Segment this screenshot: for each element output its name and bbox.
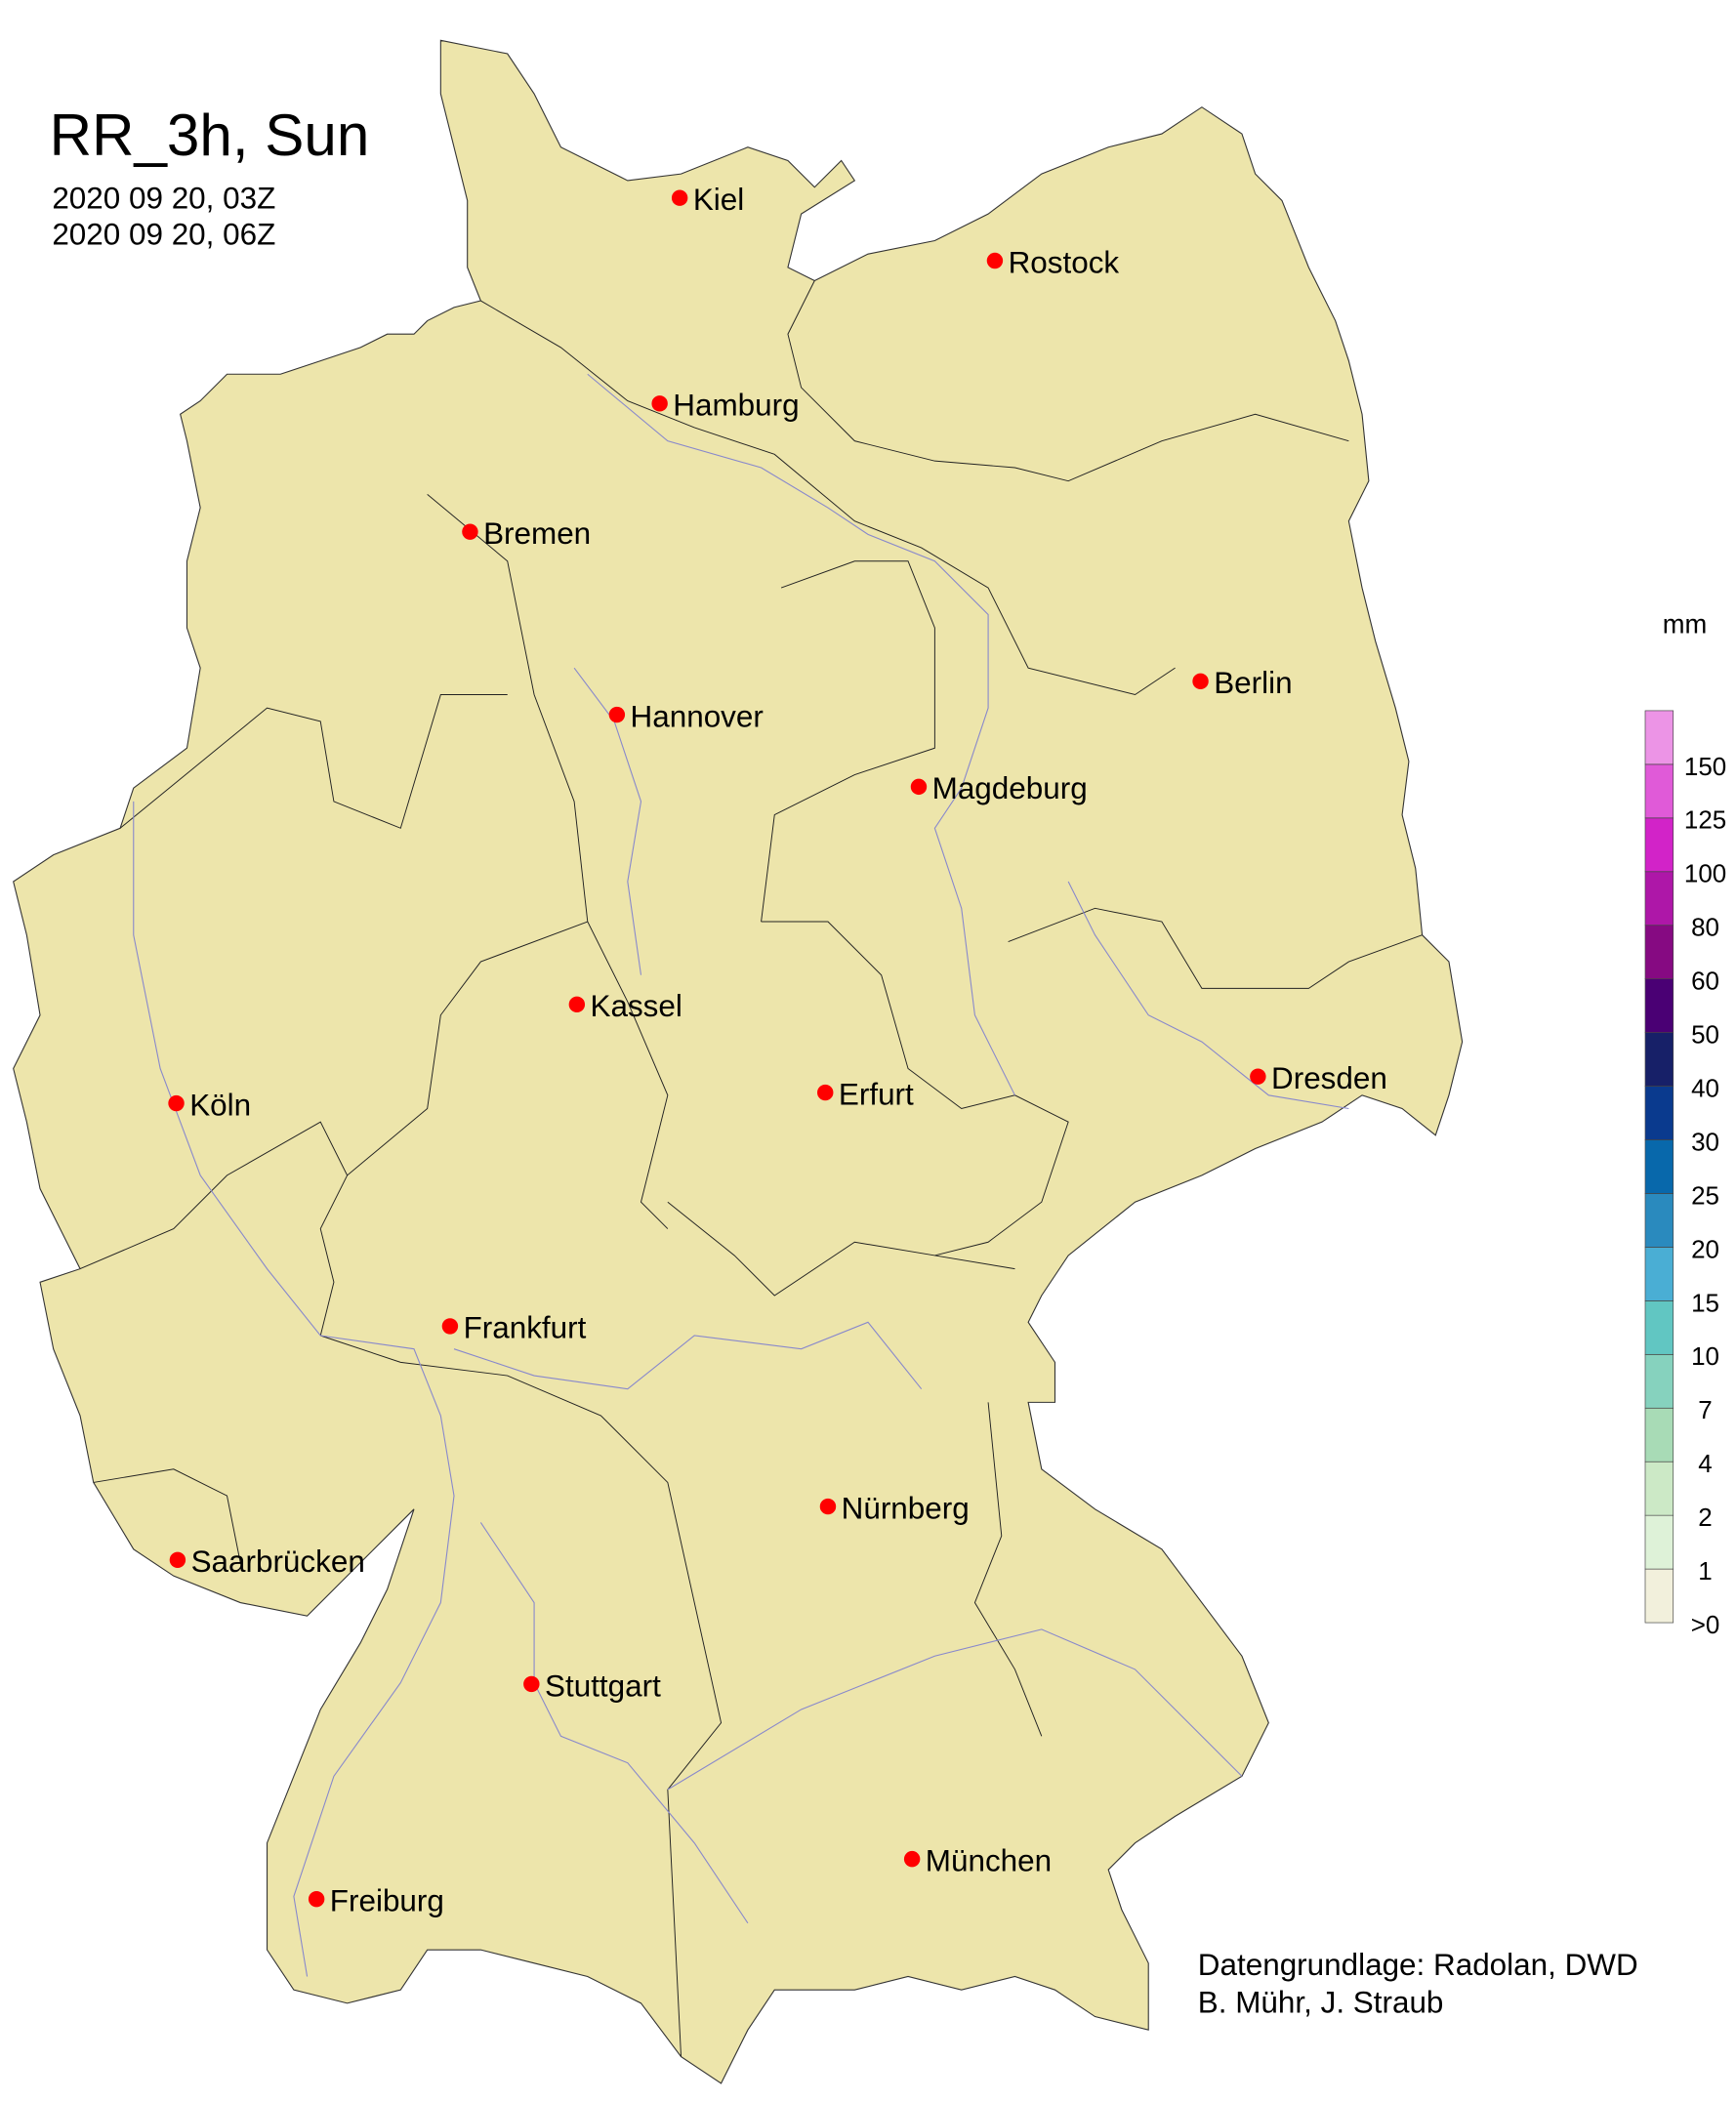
legend-swatch bbox=[1644, 1086, 1674, 1140]
city-label: Berlin bbox=[1214, 666, 1292, 700]
legend-label: 100 bbox=[1684, 859, 1726, 888]
city-label: Saarbrücken bbox=[191, 1545, 365, 1579]
city-label: Stuttgart bbox=[545, 1668, 661, 1703]
legend-swatch bbox=[1644, 1193, 1674, 1248]
city-label: Hamburg bbox=[673, 389, 799, 423]
legend-label: 7 bbox=[1698, 1395, 1712, 1424]
legend-label: 150 bbox=[1684, 752, 1726, 781]
legend-label: 15 bbox=[1691, 1288, 1719, 1317]
city-koeln[interactable]: Köln bbox=[168, 1088, 251, 1122]
time-end: 2020 09 20, 06Z bbox=[52, 218, 275, 252]
legend-unit: mm bbox=[1663, 609, 1708, 639]
legend-swatch bbox=[1644, 1032, 1674, 1087]
germany-land bbox=[13, 39, 1464, 2084]
city-erfurt[interactable]: Erfurt bbox=[817, 1077, 914, 1111]
legend-label: 10 bbox=[1691, 1341, 1719, 1371]
city-kiel[interactable]: Kiel bbox=[671, 183, 744, 217]
credits-line-2: B. Mühr, J. Straub bbox=[1198, 1985, 1444, 2019]
city-label: Hannover bbox=[631, 699, 764, 733]
city-bremen[interactable]: Bremen bbox=[462, 516, 591, 551]
legend-label: 20 bbox=[1691, 1234, 1719, 1263]
legend-colorbar: >0 1 2 4 7 10 15 20 25 30 40 50 60 80 100 125 150 bbox=[1644, 710, 1726, 1639]
city-saarbruecken[interactable]: Saarbrücken bbox=[169, 1545, 365, 1579]
credits-line-1: Datengrundlage: Radolan, DWD bbox=[1198, 1948, 1638, 1982]
legend-swatch bbox=[1644, 871, 1674, 927]
legend-label: 50 bbox=[1691, 1020, 1719, 1050]
legend-swatch bbox=[1644, 710, 1674, 765]
legend-label: 40 bbox=[1691, 1074, 1719, 1103]
city-label: Frankfurt bbox=[464, 1311, 587, 1345]
time-start: 2020 09 20, 03Z bbox=[52, 182, 275, 216]
legend-label: 1 bbox=[1698, 1556, 1712, 1586]
legend-swatch bbox=[1644, 925, 1674, 980]
legend-label: 30 bbox=[1691, 1127, 1719, 1156]
city-rostock[interactable]: Rostock bbox=[986, 245, 1120, 279]
city-label: Köln bbox=[189, 1088, 251, 1122]
city-markers: Kiel Rostock Hamburg Bremen Berlin Hanno… bbox=[168, 183, 1387, 1917]
city-label: Dresden bbox=[1271, 1061, 1387, 1095]
legend-swatch bbox=[1644, 1247, 1674, 1301]
city-frankfurt[interactable]: Frankfurt bbox=[441, 1311, 587, 1345]
legend-label: 60 bbox=[1691, 967, 1719, 996]
legend-label: 25 bbox=[1691, 1180, 1719, 1210]
legend-swatch bbox=[1644, 978, 1674, 1033]
city-freiburg[interactable]: Freiburg bbox=[308, 1883, 444, 1917]
city-hannover[interactable]: Hannover bbox=[608, 699, 764, 733]
legend-swatch bbox=[1644, 1139, 1674, 1194]
city-label: Bremen bbox=[483, 516, 591, 551]
city-label: Rostock bbox=[1009, 245, 1120, 279]
legend-label: 4 bbox=[1698, 1449, 1712, 1478]
city-label: Freiburg bbox=[330, 1883, 444, 1917]
state-borders bbox=[79, 280, 1423, 2057]
city-label: Magdeburg bbox=[932, 771, 1088, 805]
legend-label: >0 bbox=[1691, 1610, 1720, 1639]
map-title: RR_3h, Sun bbox=[50, 103, 370, 168]
city-label: Kassel bbox=[591, 989, 682, 1023]
legend-swatch bbox=[1644, 1461, 1674, 1516]
city-label: Nürnberg bbox=[842, 1491, 970, 1525]
city-berlin[interactable]: Berlin bbox=[1192, 666, 1293, 700]
legend-label: 2 bbox=[1698, 1503, 1712, 1532]
city-label: Kiel bbox=[693, 183, 744, 217]
legend-swatch bbox=[1644, 1407, 1674, 1462]
legend-swatch bbox=[1644, 1353, 1674, 1409]
city-nuernberg[interactable]: Nürnberg bbox=[819, 1491, 970, 1525]
city-magdeburg[interactable]: Magdeburg bbox=[910, 771, 1088, 805]
legend-label: 125 bbox=[1684, 805, 1726, 835]
legend-swatch bbox=[1644, 1514, 1674, 1570]
city-label: Erfurt bbox=[839, 1077, 914, 1111]
city-muenchen[interactable]: München bbox=[903, 1843, 1052, 1877]
legend-swatch bbox=[1644, 1568, 1674, 1624]
city-hamburg[interactable]: Hamburg bbox=[651, 389, 800, 423]
legend-label: 80 bbox=[1691, 913, 1719, 942]
city-kassel[interactable]: Kassel bbox=[568, 989, 682, 1023]
city-label: München bbox=[926, 1843, 1052, 1877]
legend-swatch bbox=[1644, 817, 1674, 873]
city-stuttgart[interactable]: Stuttgart bbox=[523, 1668, 661, 1703]
city-dresden[interactable]: Dresden bbox=[1250, 1061, 1387, 1095]
legend-swatch bbox=[1644, 763, 1674, 819]
legend-swatch bbox=[1644, 1300, 1674, 1355]
rivers bbox=[133, 373, 1349, 1977]
